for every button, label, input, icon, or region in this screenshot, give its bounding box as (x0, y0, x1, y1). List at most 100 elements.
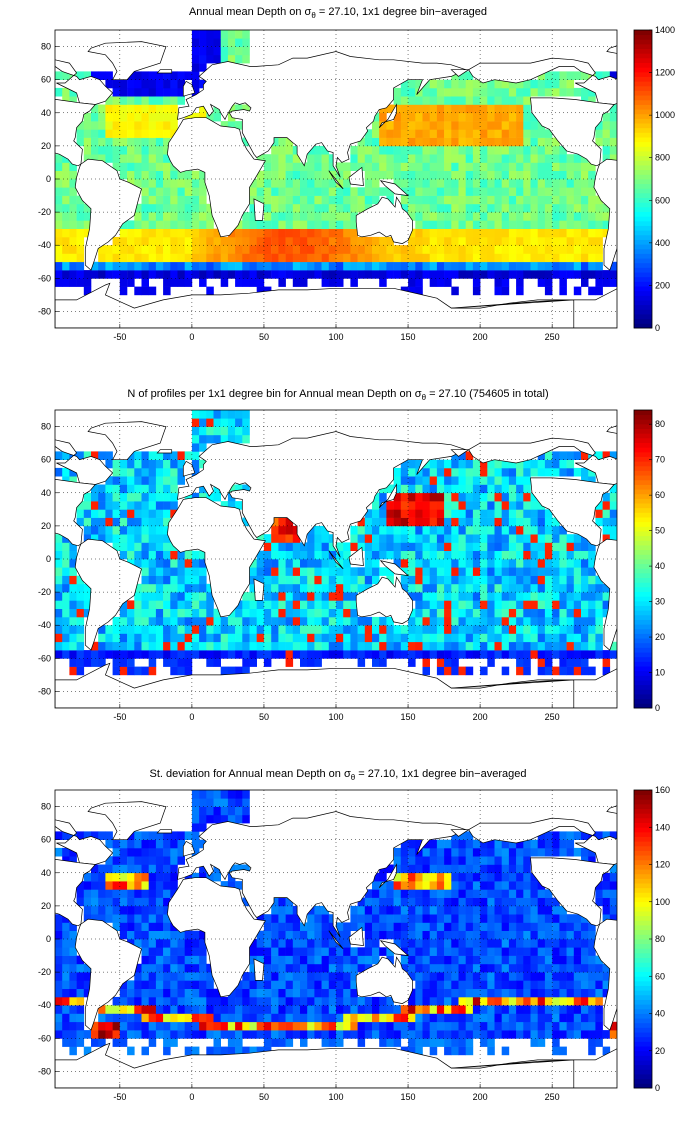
field-cell (472, 650, 481, 659)
field-cell (451, 154, 459, 163)
field-cell (343, 996, 351, 1006)
field-cell (199, 104, 207, 114)
field-cell (379, 889, 387, 898)
field-cell (155, 236, 164, 246)
field-cell (436, 625, 445, 634)
field-cell (148, 220, 157, 229)
field-cell (386, 930, 394, 940)
field-cell (429, 592, 438, 601)
field-cell (480, 228, 488, 238)
field-cell (199, 988, 207, 998)
field-cell (552, 559, 560, 568)
field-cell (415, 881, 423, 890)
field-cell (480, 592, 488, 601)
field-cell (271, 195, 279, 205)
colorbar-segment (634, 689, 652, 695)
field-cell (98, 872, 106, 882)
field-cell (379, 872, 387, 882)
field-cell (494, 286, 502, 296)
field-cell (155, 592, 164, 601)
field-cell (134, 972, 142, 981)
field-cell (364, 559, 373, 568)
field-cell (451, 534, 459, 543)
field-cell (177, 170, 185, 180)
field-cell (494, 96, 502, 105)
coastline (378, 103, 397, 128)
field-cell (573, 914, 582, 923)
field-cell (458, 583, 466, 593)
field-cell (350, 1013, 358, 1023)
field-cell (206, 245, 214, 254)
field-cell (588, 939, 596, 948)
field-cell (76, 625, 85, 634)
field-cell (400, 170, 409, 180)
field-cell (458, 220, 466, 229)
field-cell (487, 608, 495, 618)
field-cell (458, 501, 466, 510)
field-cell (321, 253, 330, 263)
field-cell (523, 1013, 531, 1023)
field-cell (602, 600, 611, 609)
field-cell (271, 253, 279, 263)
field-cell (343, 220, 351, 229)
field-cell (55, 179, 63, 188)
field-cell (516, 847, 524, 857)
field-cell (393, 137, 402, 147)
field-cell (321, 145, 330, 155)
field-cell (292, 550, 301, 560)
field-cell (429, 1030, 438, 1039)
field-cell (119, 658, 128, 667)
field-cell (83, 1030, 92, 1039)
field-cell (227, 484, 236, 494)
field-cell (566, 650, 575, 659)
field-cell (544, 179, 553, 188)
field-cell (408, 905, 416, 915)
field-cell (163, 608, 171, 618)
field-cell (501, 162, 510, 171)
field-cell (350, 1005, 358, 1014)
field-cell (278, 154, 286, 163)
field-cell (134, 914, 142, 923)
field-cell (184, 592, 193, 601)
field-cell (343, 963, 351, 973)
field-cell (480, 253, 488, 263)
field-cell (227, 38, 236, 47)
field-cell (55, 616, 63, 626)
field-cell (451, 517, 459, 527)
field-cell (119, 286, 128, 296)
field-cell (444, 509, 452, 518)
field-cell (148, 608, 157, 618)
field-cell (379, 650, 387, 659)
field-cell (307, 195, 315, 205)
field-cell (191, 996, 200, 1006)
field-cell (415, 517, 423, 527)
field-cell (508, 980, 517, 989)
field-cell (573, 996, 582, 1006)
field-cell (76, 897, 85, 907)
field-cell (184, 228, 193, 238)
colorbar-segment (634, 1018, 652, 1024)
field-cell (508, 104, 517, 114)
field-cell (559, 179, 567, 188)
field-cell (516, 608, 524, 618)
field-cell (530, 939, 538, 948)
field-cell (263, 575, 272, 585)
field-cell (573, 1013, 582, 1023)
field-cell (530, 525, 538, 535)
field-cell (76, 220, 85, 229)
field-cell (602, 897, 611, 907)
field-cell (465, 980, 474, 989)
field-cell (386, 534, 394, 543)
field-cell (300, 972, 308, 981)
field-cell (314, 261, 322, 271)
field-cell (191, 228, 200, 238)
field-cell (206, 1030, 214, 1039)
field-cell (422, 616, 430, 626)
field-cell (372, 492, 380, 502)
field-cell (436, 963, 445, 973)
field-cell (307, 542, 315, 551)
field-cell (436, 145, 445, 155)
field-cell (191, 195, 200, 205)
field-cell (429, 154, 438, 163)
field-cell (523, 559, 531, 568)
